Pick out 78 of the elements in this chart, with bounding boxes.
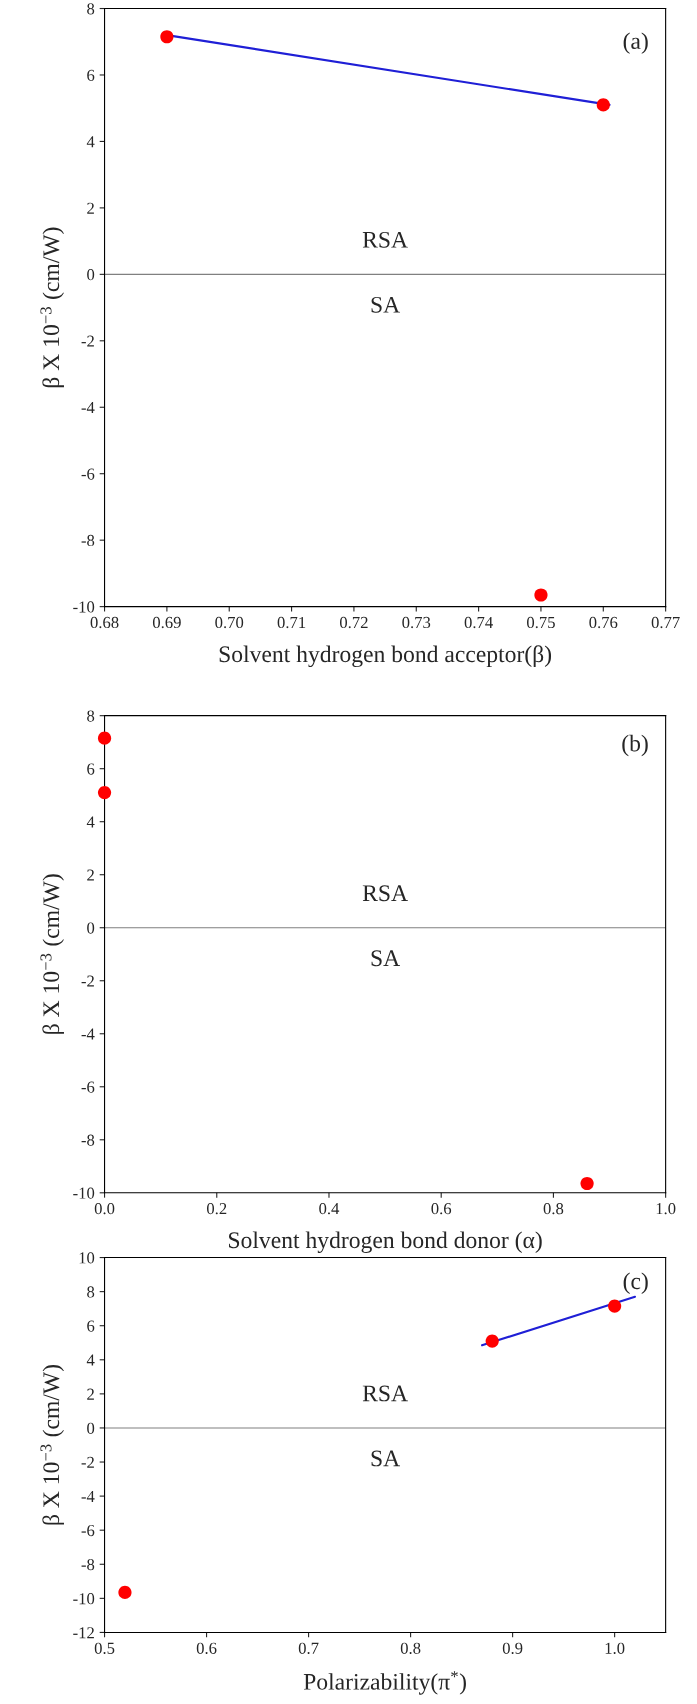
y-tick-label: 10 [79,1252,95,1264]
x-tick-label: 0.7 [298,1642,319,1654]
x-tick-label: 0.74 [464,616,493,629]
x-tick-label: 0.68 [90,616,119,629]
x-tick-label: 0.0 [94,1203,115,1215]
x-tick-label: 1.0 [605,1642,625,1654]
x-tick-label: 0.71 [277,616,306,629]
x-tick-label: 0.2 [206,1203,227,1215]
x-tick-label: 0.8 [543,1203,564,1215]
y-tick-label: 6 [87,69,95,81]
y-tick-label: -10 [73,601,95,613]
y-tick-label: 8 [87,3,95,15]
annotation: RSA [362,1385,408,1402]
y-tick-label: 2 [87,869,94,881]
y-tick-label: 0 [87,1422,95,1434]
y-tick-label: -4 [81,402,95,414]
annotation: RSA [362,885,408,902]
y-tick-label: -6 [81,1081,95,1093]
y-tick-label: 4 [86,1354,95,1366]
x-tick-label: 0.73 [402,616,431,629]
x-tick-label: 0.75 [527,616,555,629]
y-tick-label: -8 [81,534,95,547]
y-tick-label: -6 [81,468,95,480]
x-tick-label: 0.77 [651,616,680,629]
x-tick-label: 0.72 [339,616,368,629]
y-tick-label: 4 [86,816,95,828]
x-tick-label: 0.8 [400,1642,421,1654]
y-axis-title: β X 10$^{−3}$ (cm/W) [40,227,64,388]
y-tick-label: 4 [86,136,95,148]
x-tick-label: 0.6 [431,1203,452,1215]
point [596,98,610,112]
y-tick-label: -2 [81,1456,94,1468]
point [97,731,112,745]
annotation: SA [371,296,401,313]
y-tick-label: -4 [81,1028,95,1040]
point [534,588,548,602]
y-tick-label: 0 [87,269,95,281]
x-tick-label: 0.9 [502,1642,523,1654]
point [608,1299,622,1313]
y-tick-label: 2 [87,202,94,214]
point [97,785,112,800]
point [485,1334,499,1348]
y-tick-label: 0 [87,922,95,934]
y-tick-label: 8 [87,710,95,722]
point [118,1585,132,1599]
x-tick-label: 0.70 [215,616,244,629]
x-tick-label: 0.6 [196,1642,217,1654]
y-tick-label: -4 [81,1490,95,1502]
x-tick-label: 0.5 [94,1642,115,1654]
y-tick-label: -12 [73,1627,94,1639]
y-axis-title: β X 10$^{−3}$ (cm/W) [40,1365,64,1525]
x-axis-title: Solvent hydrogen bond donor (α) [229,1231,542,1253]
x-tick-label: 1.0 [656,1203,676,1215]
y-tick-label: 8 [87,1286,95,1298]
x-tick-label: 0.4 [319,1203,340,1215]
x-axis-title: Solvent hydrogen bond acceptor(β) [219,645,552,668]
y-tick-label: -8 [81,1558,95,1571]
annotation: SA [371,1450,401,1467]
y-tick-label: -2 [81,975,94,987]
annotation: (a) [623,32,648,54]
y-tick-label: 6 [87,763,95,775]
x-tick-label: 0.76 [589,616,618,629]
annotation: (c) [623,1272,648,1294]
y-tick-label: 2 [87,1388,94,1400]
y-tick-label: -8 [81,1134,95,1146]
y-tick-label: -10 [73,1593,95,1605]
y-tick-label: -10 [73,1187,95,1199]
y-tick-label: -2 [81,335,94,347]
point [580,1176,594,1191]
y-tick-label: 6 [87,1320,95,1332]
x-tick-label: 0.69 [152,616,181,629]
x-axis-title: Polarizability(π$^{*}$) [303,1671,466,1695]
y-axis-title: β X 10$^{−3}$ (cm/W) [40,874,64,1034]
annotation: SA [371,950,401,967]
y-tick-label: -6 [81,1524,95,1537]
point [160,30,174,44]
annotation: RSA [362,231,408,248]
annotation: (b) [622,734,648,757]
